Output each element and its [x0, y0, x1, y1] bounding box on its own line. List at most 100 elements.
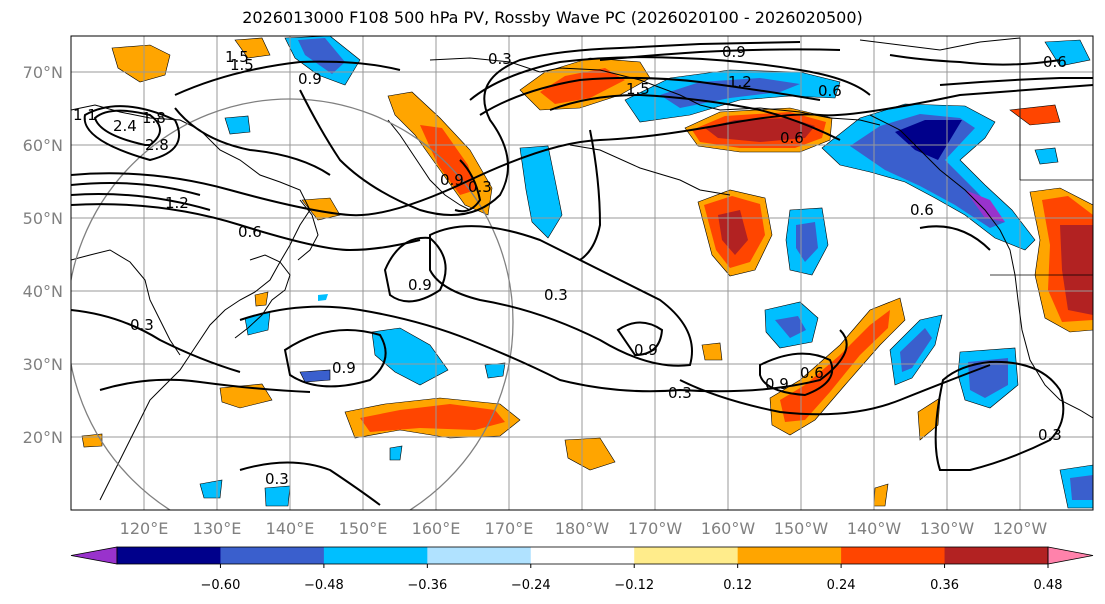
shade-positive: [564, 437, 616, 471]
colorbar-tick-label: −0.12: [614, 578, 654, 593]
contour-line: [429, 225, 693, 367]
contour-line: [99, 378, 311, 393]
shade-positive-strong: [718, 210, 748, 255]
contour-label: 1.5: [230, 56, 254, 74]
shade-positive: [701, 342, 723, 361]
colorbar-tick-label: −0.24: [511, 578, 551, 593]
contour-label: 1.2: [728, 73, 752, 91]
contour-label: 0.3: [488, 50, 512, 68]
shade-negative: [484, 362, 506, 379]
contour-label: 0.9: [298, 70, 322, 88]
borders: [990, 38, 1093, 276]
lon-label: 120°E: [120, 519, 169, 538]
coastline-arctic: [859, 37, 1021, 51]
contour-line: [174, 60, 401, 96]
colorbar-segment: [117, 547, 221, 564]
colorbar-segment: [841, 547, 946, 564]
contour-line: [759, 352, 834, 397]
shade-negative: [1034, 147, 1059, 165]
lat-label: 70°N: [23, 63, 63, 82]
contour-line: [934, 360, 1065, 471]
contour-label: 1.5: [225, 48, 249, 66]
shade-negative-strong: [299, 369, 331, 383]
colorbar-segment: [323, 547, 428, 564]
contour-line: [579, 129, 602, 261]
contour-label: 0.9: [408, 276, 432, 294]
contour-label: 0.9: [765, 375, 789, 393]
shade-negative: [519, 145, 563, 239]
lon-label: 140°E: [266, 519, 315, 538]
contour-label: 0.3: [1038, 426, 1062, 444]
contour-label: 1.5: [626, 80, 650, 98]
contour-line: [599, 48, 841, 61]
shade-negative-strong: [298, 38, 345, 74]
contour-line: [71, 309, 241, 373]
contour-line: [889, 54, 1061, 66]
map-content: [71, 36, 1093, 510]
lon-label: 130°E: [193, 519, 242, 538]
pv-contours: [71, 41, 1093, 506]
contour-line: [299, 41, 801, 216]
shade-positive: [917, 397, 941, 441]
contour-line: [616, 321, 664, 357]
contour-label: 0.6: [1043, 53, 1067, 71]
contour-label: 0.3: [668, 384, 692, 402]
contour-label: 1.2: [165, 194, 189, 212]
shade-negative: [389, 445, 403, 461]
shade-positive-strong: [705, 118, 815, 142]
lat-label: 60°N: [23, 136, 63, 155]
coastline-sakhalin: [297, 199, 319, 261]
contour-line: [93, 109, 161, 146]
contour-line: [283, 329, 387, 388]
colorbar-segment: [634, 547, 739, 564]
shade-negative-strongest: [965, 190, 1005, 222]
contour-label: 0.3: [468, 178, 492, 196]
colorbar-segment: [427, 547, 532, 564]
colorbar-segment: [737, 547, 842, 564]
colorbar-tick-label: 0.12: [723, 578, 752, 593]
lon-label: 140°W: [847, 519, 902, 538]
colorbar-tick-label: 0.24: [827, 578, 856, 593]
shade-negative: [318, 294, 328, 301]
contour-line: [939, 77, 1093, 86]
contour-line: [479, 76, 821, 116]
coastline-asia: [71, 249, 181, 356]
contour-line: [549, 93, 841, 141]
contour-label: 2.8: [145, 136, 169, 154]
contour-label: 0.3: [265, 470, 289, 488]
colorbar: −0.60 −0.48 −0.36 −0.24 −0.12 0.12 0.24 0.36 0.4…: [70, 546, 1094, 593]
lon-label: 160°W: [701, 519, 756, 538]
shade-positive-strong: [420, 125, 476, 195]
lat-label: 50°N: [23, 209, 63, 228]
contour-label: 0.9: [634, 341, 658, 359]
coastline-aleutians: [569, 144, 731, 196]
shade-positive: [111, 44, 171, 83]
coastline-japan: [234, 254, 291, 339]
contour-label: 0.9: [440, 171, 464, 189]
colorbar-tick-label: −0.48: [304, 578, 344, 593]
shade-positive: [254, 291, 269, 307]
contour-line: [919, 225, 991, 251]
lon-label: 160°E: [412, 519, 461, 538]
shade-negative-strong: [850, 114, 1005, 228]
lon-label: 180°W: [555, 519, 610, 538]
contour-line: [469, 56, 871, 101]
shade-positive: [219, 383, 273, 409]
lat-label: 30°N: [23, 355, 63, 374]
colorbar-segment: [944, 547, 1049, 564]
contour-line: [71, 84, 1093, 217]
shade-negative: [224, 115, 251, 135]
chart-title: 2026013000 F108 500 hPa PV, Rossby Wave …: [242, 8, 863, 27]
shade-negative: [264, 485, 291, 507]
contour-line: [239, 461, 381, 506]
shade-negative-strong: [968, 358, 1008, 398]
colorbar-tick-label: 0.48: [1034, 578, 1063, 593]
colorbar-segment: [220, 547, 325, 564]
lon-label: 170°W: [628, 519, 683, 538]
contour-label: 1.8: [142, 109, 166, 127]
colorbar-frame: [116, 546, 1049, 565]
reference-circle: [71, 98, 514, 510]
coastline-kamchatka: [387, 119, 471, 211]
shade-positive-strong: [1060, 225, 1093, 315]
